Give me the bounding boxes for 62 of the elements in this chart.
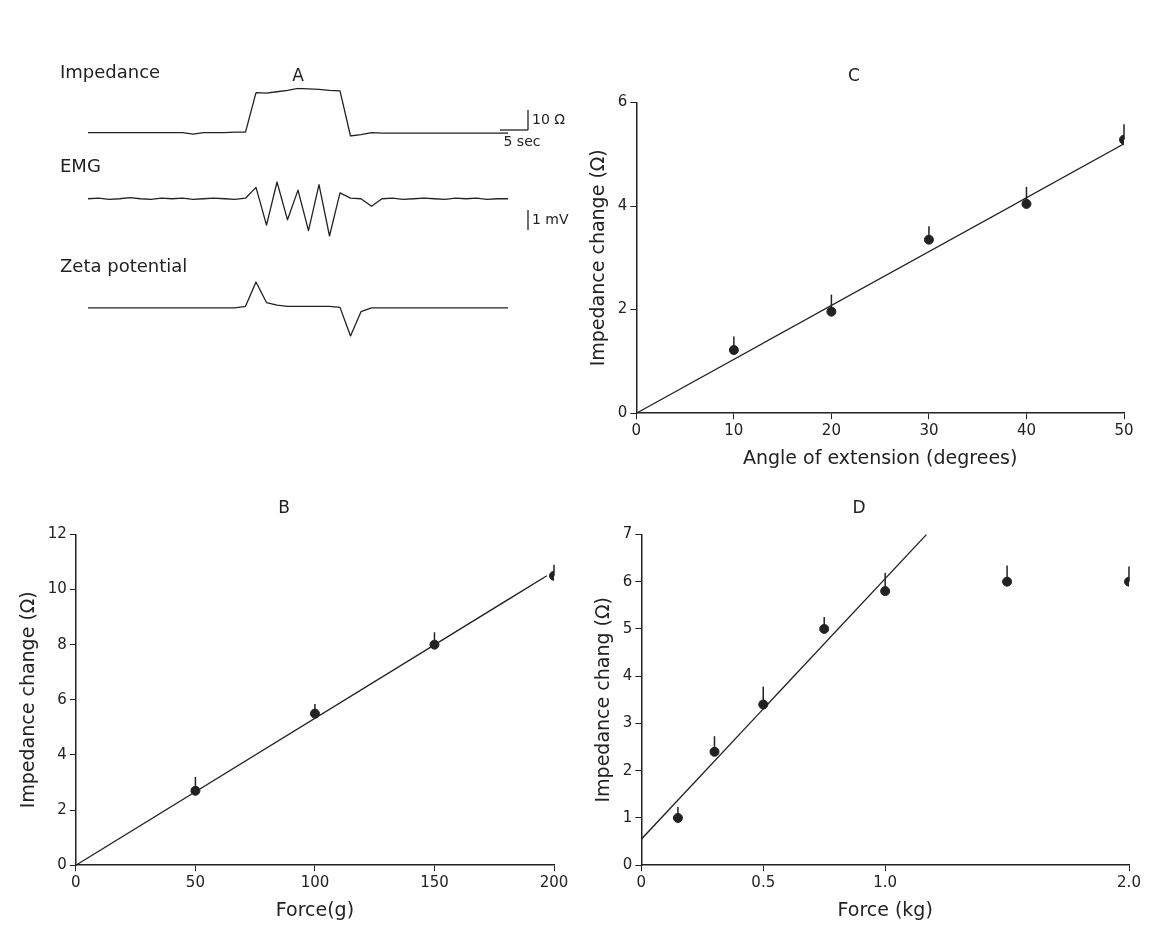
- y-tick-label: 4: [617, 195, 628, 214]
- y-axis-title: Impedance change (Ω): [16, 591, 39, 809]
- point: [1002, 576, 1013, 587]
- chart-title: D: [852, 496, 866, 517]
- series-label: EMG: [60, 154, 101, 176]
- y-tick-label: 0: [622, 855, 633, 874]
- y-tick-label: 7: [622, 524, 633, 543]
- x-axis-title: Force(g): [275, 897, 355, 920]
- y-tick-label: 2: [57, 799, 67, 818]
- point: [826, 306, 837, 317]
- x-tick-label: 0: [636, 873, 647, 892]
- y-tick-label: 6: [622, 571, 633, 590]
- x-tick-label: 100: [300, 873, 330, 892]
- x-tick-label: 1.0: [873, 873, 898, 892]
- chart-title: B: [278, 496, 290, 517]
- y-tick-label: 10: [47, 579, 67, 598]
- point: [429, 639, 440, 650]
- x-axis-title: Force (kg): [837, 897, 933, 920]
- x-tick-label: 10: [724, 421, 744, 440]
- x-tick-label: 20: [821, 421, 841, 440]
- y-tick-label: 6: [617, 92, 628, 111]
- y-tick-label: 2: [622, 760, 633, 779]
- point: [728, 345, 739, 355]
- y-tick-label: 4: [57, 744, 67, 763]
- x-tick-label: 0.5: [751, 873, 776, 892]
- x-axis-title: Angle of extension (degrees): [742, 445, 1018, 468]
- chart-title: C: [848, 64, 860, 85]
- point: [880, 586, 891, 597]
- x-tick-label: 50: [185, 873, 205, 892]
- point: [923, 234, 934, 245]
- x-tick-label: 30: [919, 421, 939, 440]
- point: [1021, 198, 1032, 209]
- y-tick-label: 12: [47, 524, 67, 543]
- y-axis-title: Impedance change (Ω): [586, 149, 609, 367]
- y-axis-title: Impedance chang (Ω): [591, 597, 614, 803]
- annotation: 5 sec: [503, 132, 541, 149]
- point: [819, 623, 830, 634]
- y-tick-label: 8: [57, 634, 67, 653]
- point: [672, 812, 683, 823]
- text: 1 mV: [532, 210, 569, 227]
- y-tick-label: 0: [57, 855, 67, 874]
- x-tick-label: 50: [1114, 421, 1134, 440]
- point: [190, 785, 201, 796]
- x-tick-label: 2.0: [1117, 873, 1141, 892]
- x-tick-label: 150: [420, 873, 449, 892]
- chart-title: A: [292, 64, 305, 85]
- y-tick-label: 4: [622, 666, 633, 685]
- text: Impedance: [60, 61, 161, 83]
- y-tick-label: 0: [617, 403, 628, 422]
- x-tick-label: 40: [1016, 421, 1037, 440]
- point: [309, 708, 320, 719]
- y-tick-label: 2: [617, 299, 628, 318]
- x-tick-label: 0: [71, 873, 81, 892]
- y-tick-label: 5: [622, 618, 633, 637]
- y-tick-label: 1: [622, 807, 633, 826]
- point: [709, 746, 720, 757]
- point: [758, 699, 769, 710]
- x-tick-label: 200: [539, 873, 569, 892]
- text: 10 Ω: [532, 110, 566, 127]
- series-label: Zeta potential: [60, 254, 188, 276]
- y-tick-label: 3: [622, 713, 633, 732]
- y-tick-label: 6: [57, 689, 67, 708]
